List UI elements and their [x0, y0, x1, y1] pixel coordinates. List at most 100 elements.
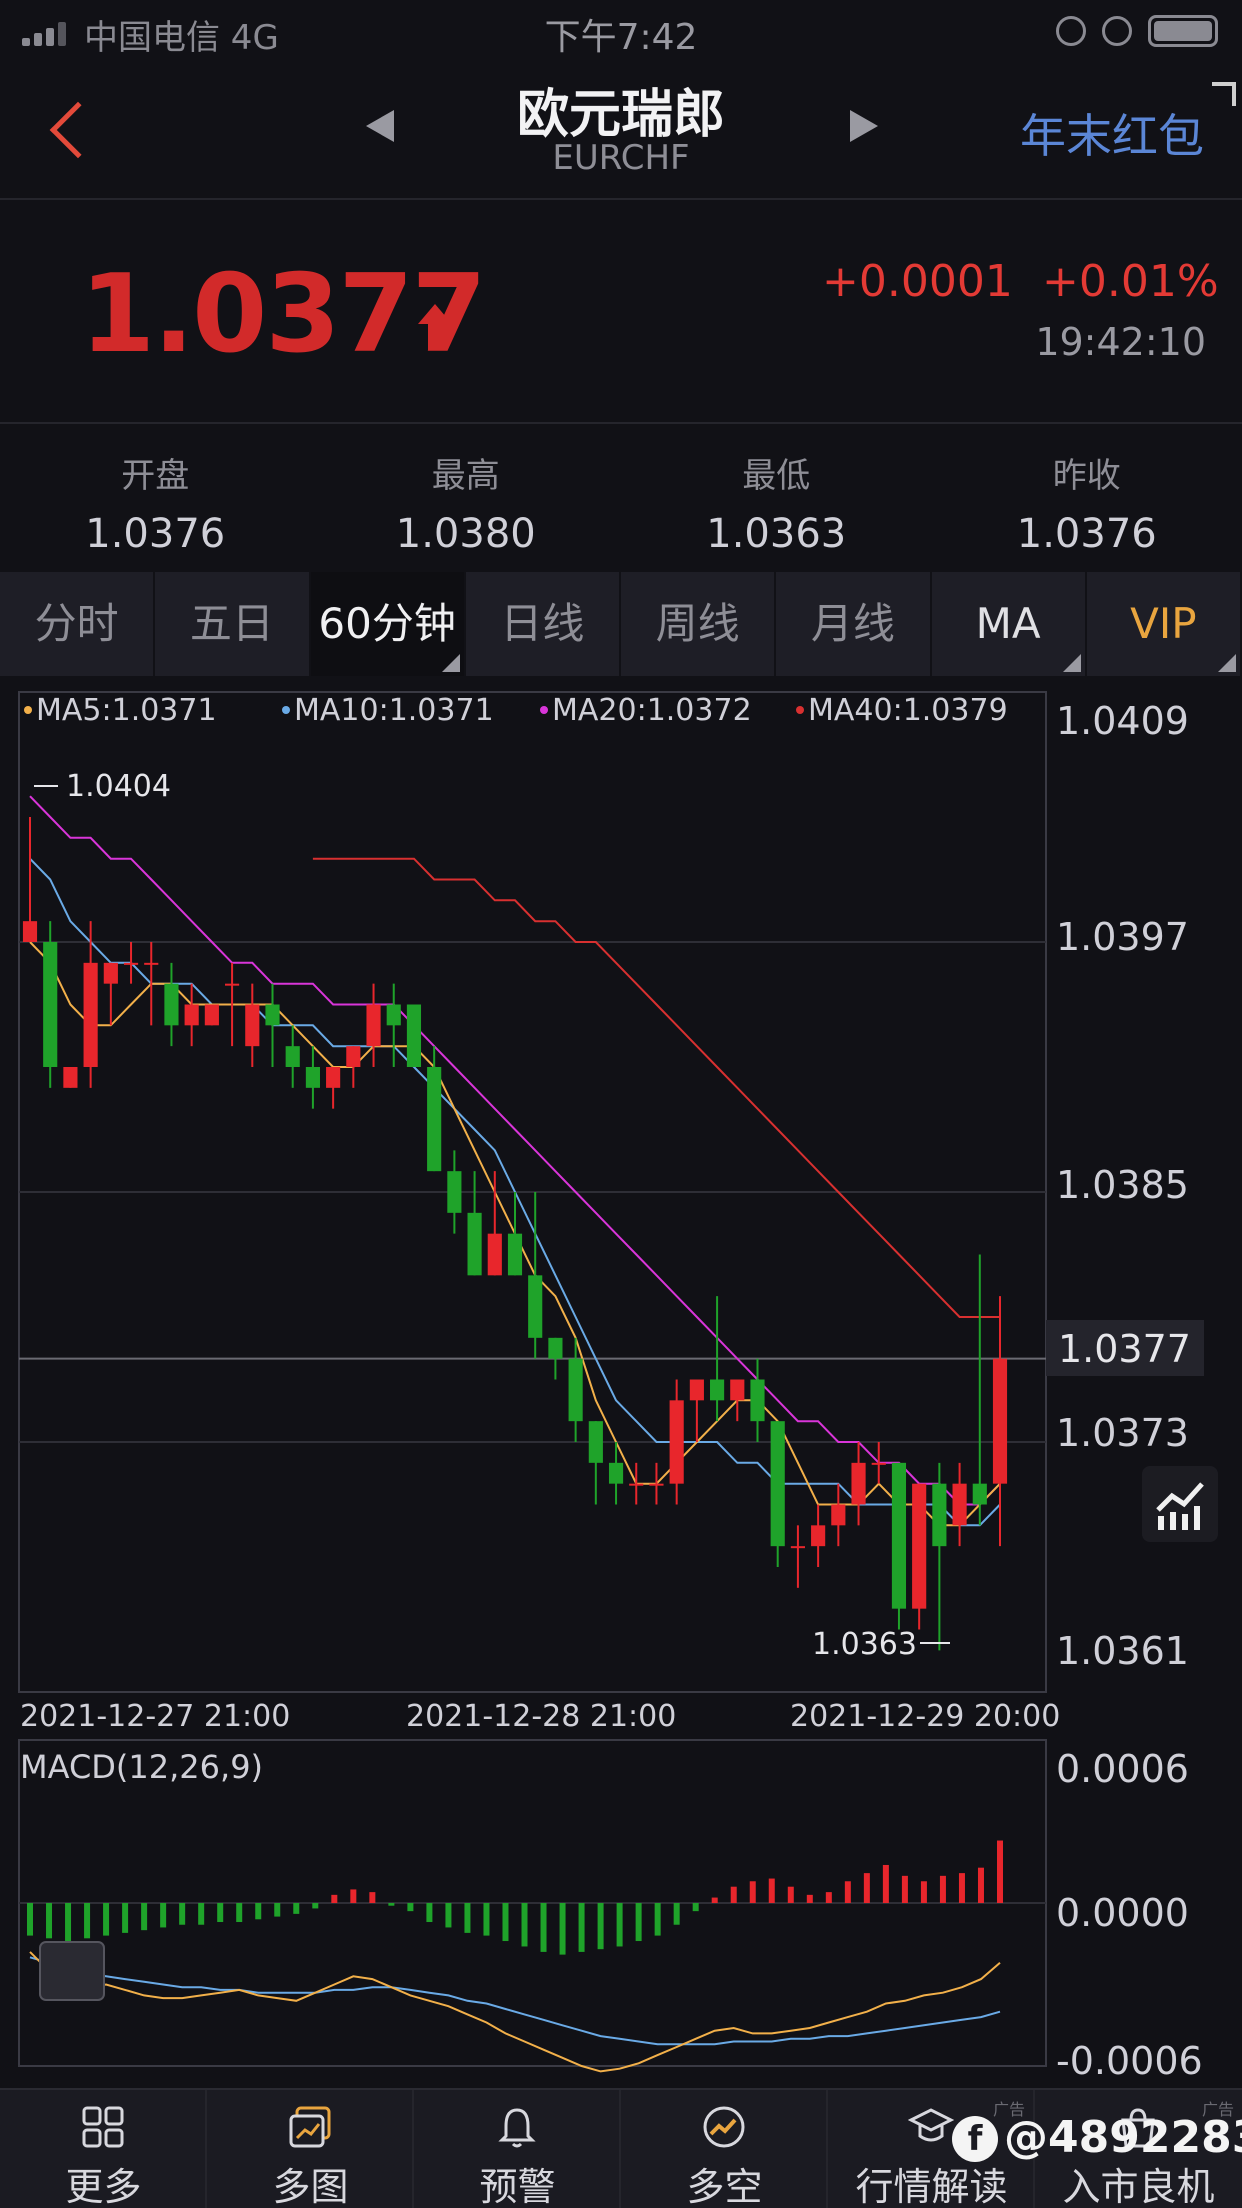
candle-body: [891, 1462, 907, 1609]
entry-opportunity-button[interactable]: 广告 入市良机: [1035, 2090, 1242, 2208]
macd-histogram-bar: [179, 1903, 186, 1925]
macd-histogram-bar: [236, 1903, 243, 1923]
candle-body: [346, 1046, 361, 1067]
macd-settings-icon[interactable]: [39, 1941, 105, 2001]
macd-histogram-bar: [255, 1903, 262, 1920]
macd-histogram-bar: [787, 1886, 794, 1903]
long-short-button[interactable]: 多空: [621, 2090, 828, 2208]
grid-icon: [82, 2106, 124, 2148]
candle-body: [326, 1067, 341, 1088]
bottom-label: 多空: [686, 2165, 763, 2208]
ad-tag: 广告: [1201, 2100, 1234, 2119]
candle-body: [568, 1358, 583, 1422]
alert-button[interactable]: 预警: [414, 2090, 621, 2208]
candle-body: [285, 1046, 300, 1067]
prev-symbol-button[interactable]: [366, 110, 394, 142]
macd-histogram-bar: [46, 1903, 53, 1939]
price-change-percent: +0.01%: [1042, 256, 1219, 307]
battery-icon: [1148, 15, 1218, 47]
macd-histogram-bar: [122, 1903, 129, 1933]
macd-histogram-bar: [293, 1903, 300, 1914]
candle-body: [528, 1275, 543, 1338]
macd-histogram-bar: [863, 1873, 870, 1903]
stat-label: 开盘: [121, 456, 190, 496]
candle-body: [467, 1212, 482, 1276]
ma20-line: [29, 795, 1001, 1506]
watermark-logo: f: [952, 2116, 998, 2162]
multi-chart-button[interactable]: 多图: [207, 2090, 414, 2208]
macd-y-tick: 0.0000: [1056, 1891, 1189, 1935]
macd-histogram-bar: [274, 1903, 281, 1917]
status-icons: [1056, 14, 1218, 48]
tab-ma[interactable]: MA: [931, 572, 1087, 676]
macd-title: MACD(12,26,9): [20, 1748, 263, 1786]
bottom-label: 更多: [65, 2165, 142, 2208]
tab-five-day[interactable]: 五日: [155, 572, 311, 676]
ad-tag: 广告: [992, 2100, 1025, 2119]
stat-value: 1.0376: [1016, 511, 1157, 557]
bottom-label: 入市良机: [1062, 2165, 1215, 2208]
more-button[interactable]: 更多: [0, 2090, 207, 2208]
candle-body: [225, 983, 240, 986]
macd-histogram-bar: [654, 1903, 661, 1936]
candle-body: [548, 1337, 563, 1359]
tab-intraday[interactable]: 分时: [0, 572, 156, 676]
candle-body: [710, 1379, 725, 1401]
macd-histogram-bar: [920, 1881, 927, 1903]
macd-histogram-bar: [27, 1903, 33, 1936]
macd-histogram-bar: [217, 1903, 224, 1923]
y-tick: 1.0397: [1056, 915, 1189, 959]
watermark-text: @4892283: [1004, 2112, 1242, 2163]
tab-60min[interactable]: 60分钟: [310, 572, 466, 676]
candle-body: [952, 1483, 967, 1526]
tab-monthly[interactable]: 月线: [776, 572, 932, 676]
candle-body: [447, 1171, 462, 1213]
macd-histogram-bar: [901, 1875, 908, 1903]
stats-row: 开盘 1.0376 最高 1.0380 最低 1.0363 昨收 1.0376: [0, 426, 1242, 570]
market-analysis-button[interactable]: 广告 行情解读: [828, 2090, 1035, 2208]
tab-weekly[interactable]: 周线: [621, 572, 777, 676]
stat-label: 最低: [742, 456, 811, 496]
macd-histogram-bar: [977, 1867, 984, 1903]
macd-histogram-bar: [312, 1903, 319, 1909]
nav-bar: 欧元瑞郎 EURCHF 年末红包: [0, 60, 1242, 200]
candle-body: [22, 921, 38, 942]
candle-body: [750, 1379, 765, 1422]
tab-vip[interactable]: VIP: [1086, 572, 1242, 676]
bottom-label: 预警: [479, 2165, 556, 2208]
candle-body: [245, 1004, 260, 1047]
trend-circle-icon: [703, 2106, 745, 2148]
next-symbol-button[interactable]: [850, 110, 878, 142]
macd-histogram-bar: [997, 1840, 1003, 1903]
macd-histogram-bar: [578, 1903, 585, 1952]
tab-daily[interactable]: 日线: [465, 572, 621, 676]
macd-histogram-bar: [692, 1903, 699, 1912]
stat-label: 昨收: [1052, 456, 1121, 496]
legend-ma20: MA20:1.0372: [552, 693, 752, 728]
legend-ma10-dot: [282, 706, 290, 714]
y-tick: 1.0409: [1056, 699, 1189, 743]
macd-histogram-bar: [559, 1903, 566, 1955]
promo-link[interactable]: 年末红包: [1020, 109, 1204, 163]
dropdown-corner-icon: [1062, 654, 1081, 672]
macd-y-tick: -0.0006: [1056, 2039, 1203, 2080]
legend-ma5: MA5:1.0371: [36, 693, 217, 728]
chart-tools-button[interactable]: [1142, 1466, 1218, 1542]
candle-body: [588, 1421, 603, 1463]
stat-high: 最高 1.0380: [311, 426, 622, 570]
macd-histogram-bar: [673, 1903, 680, 1925]
rotation-lock-icon: [1056, 16, 1086, 46]
dropdown-corner-icon: [441, 654, 460, 672]
tab-label: MA: [975, 599, 1041, 648]
candle-body: [204, 1004, 219, 1026]
candle-body: [649, 1483, 664, 1486]
bell-icon: [498, 2108, 536, 2148]
macd-histogram-bar: [407, 1903, 414, 1912]
macd-histogram-bar: [958, 1873, 965, 1903]
quote-panel: 1.0377 +0.0001 +0.01% 19:42:10: [0, 202, 1242, 424]
kline-chart[interactable]: MA5:1.0371 MA10:1.0371 MA20:1.0372 MA40:…: [0, 680, 1242, 2080]
x-label: 2021-12-29 20:00: [790, 1699, 1060, 1734]
chart-area[interactable]: MA5:1.0371 MA10:1.0371 MA20:1.0372 MA40:…: [0, 680, 1242, 2080]
candle-body: [507, 1233, 523, 1276]
quote-time: 19:42:10: [1035, 320, 1206, 364]
